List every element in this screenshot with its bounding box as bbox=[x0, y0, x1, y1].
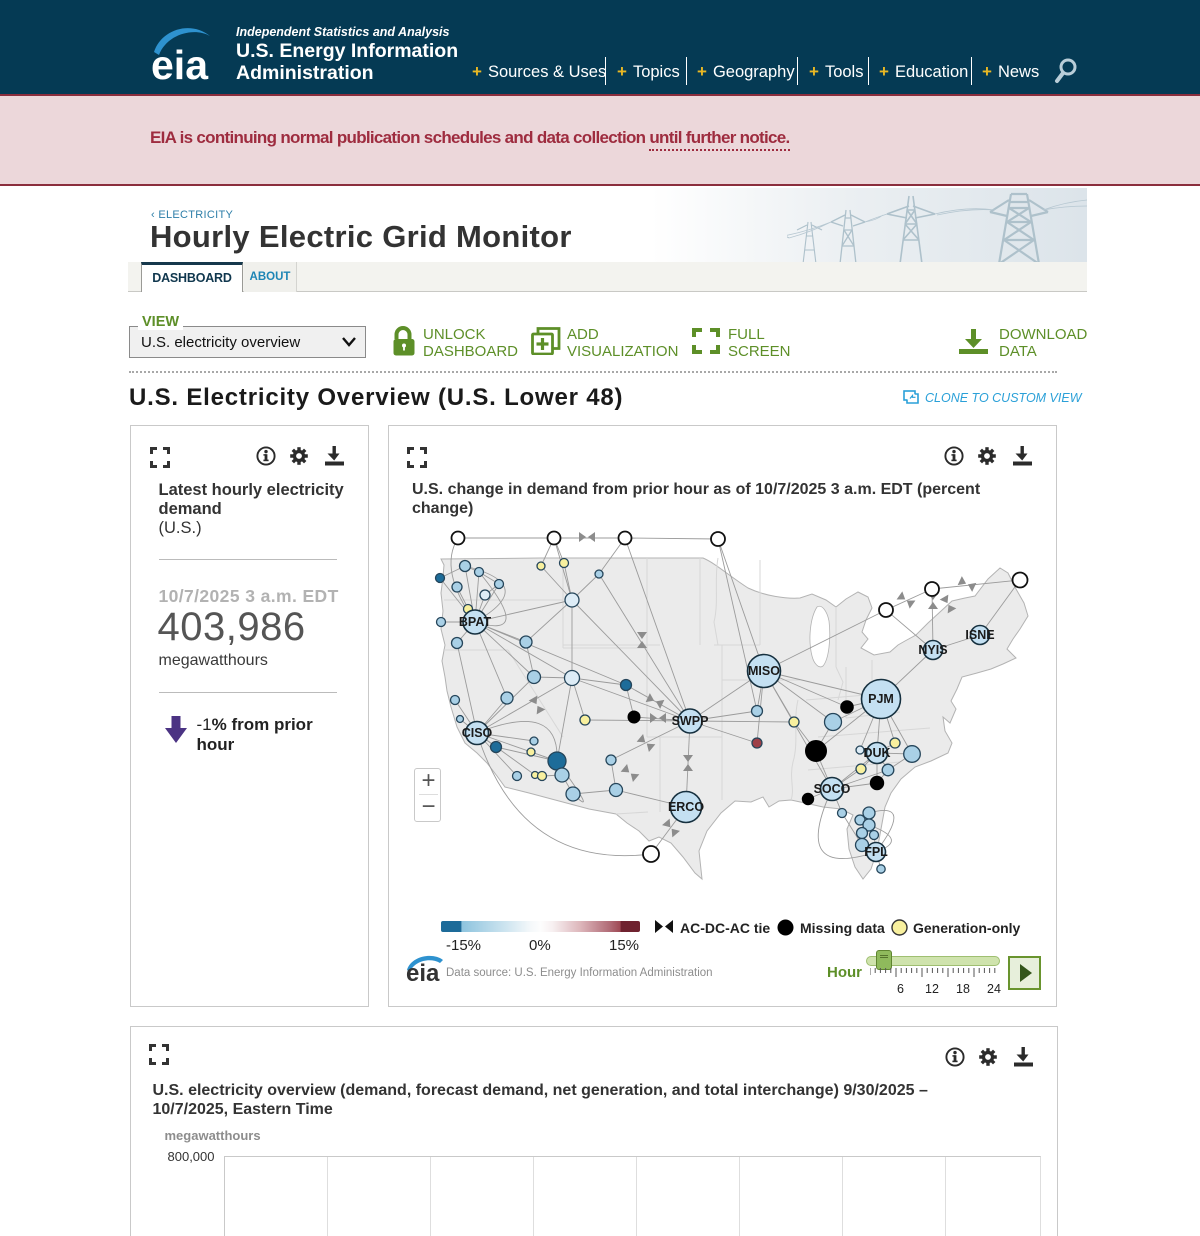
svg-text:ERCO: ERCO bbox=[668, 800, 704, 814]
svg-text:ISNE: ISNE bbox=[965, 628, 994, 642]
svg-text:eia: eia bbox=[151, 42, 209, 84]
svg-text:SWPP: SWPP bbox=[672, 714, 709, 728]
svg-text:eia: eia bbox=[406, 960, 440, 984]
svg-text:CISO: CISO bbox=[462, 726, 493, 740]
svg-text:NYIS: NYIS bbox=[918, 643, 947, 657]
svg-text:BPAT: BPAT bbox=[459, 615, 492, 629]
svg-text:MISO: MISO bbox=[748, 664, 780, 678]
svg-text:DUK: DUK bbox=[863, 746, 890, 760]
svg-text:FPL: FPL bbox=[864, 845, 888, 859]
svg-text:SOCO: SOCO bbox=[814, 782, 851, 796]
svg-text:PJM: PJM bbox=[868, 692, 894, 706]
